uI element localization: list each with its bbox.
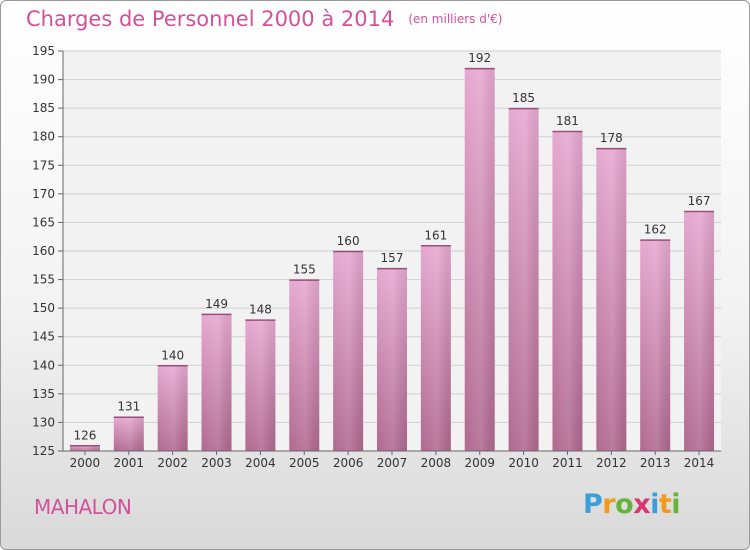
x-tick-label: 2011 bbox=[552, 456, 583, 470]
bar-shade-2003 bbox=[201, 313, 232, 451]
x-tick-label: 2002 bbox=[157, 456, 188, 470]
x-tick-label: 2000 bbox=[70, 456, 101, 470]
proxiti-logo: Proxiti bbox=[583, 489, 681, 520]
logo-letter: i bbox=[650, 489, 659, 520]
x-tick-label: 2007 bbox=[377, 456, 408, 470]
y-tick-label: 150 bbox=[32, 301, 55, 315]
chart-title: Charges de Personnel 2000 à 2014 (en mill… bbox=[26, 7, 502, 31]
x-tick-label: 2006 bbox=[333, 456, 364, 470]
y-tick-label: 180 bbox=[32, 130, 55, 144]
bar-shade-2011 bbox=[552, 131, 583, 451]
y-tick-label: 190 bbox=[32, 73, 55, 87]
chart-subtitle: (en milliers d'€) bbox=[408, 12, 503, 26]
y-tick-label: 140 bbox=[32, 358, 55, 372]
bar-shade-2007 bbox=[377, 268, 407, 451]
x-tick-label: 2012 bbox=[596, 456, 627, 470]
x-tick-label: 2009 bbox=[464, 456, 495, 470]
x-tick-label: 2013 bbox=[640, 456, 671, 470]
bar-shade-2004 bbox=[245, 319, 276, 451]
bar-shade-2000 bbox=[69, 445, 100, 451]
data-label: 140 bbox=[161, 348, 184, 362]
data-label: 126 bbox=[73, 428, 96, 442]
bar-shade-2005 bbox=[289, 279, 320, 451]
x-tick-label: 2001 bbox=[114, 456, 145, 470]
data-label: 148 bbox=[249, 303, 272, 317]
data-label: 160 bbox=[337, 234, 360, 248]
bar-shade-2006 bbox=[333, 251, 364, 451]
data-label: 131 bbox=[117, 400, 140, 414]
data-label: 155 bbox=[293, 263, 316, 277]
bar-shade-2009 bbox=[464, 68, 495, 452]
bar-shade-2014 bbox=[684, 211, 715, 451]
commune-name: MAHALON bbox=[34, 495, 132, 519]
x-tick-label: 2014 bbox=[684, 456, 715, 470]
logo-letter: P bbox=[583, 489, 603, 520]
bar-shade-2001 bbox=[113, 416, 144, 451]
y-tick-label: 170 bbox=[32, 187, 55, 201]
x-tick-label: 2008 bbox=[421, 456, 452, 470]
y-tick-label: 185 bbox=[32, 101, 55, 115]
data-label: 185 bbox=[512, 91, 535, 105]
x-tick-label: 2004 bbox=[245, 456, 276, 470]
x-tick-label: 2003 bbox=[201, 456, 232, 470]
logo-letter: x bbox=[633, 489, 651, 520]
data-label: 149 bbox=[205, 297, 228, 311]
y-tick-label: 160 bbox=[32, 244, 55, 258]
x-tick-label: 2010 bbox=[508, 456, 539, 470]
bar-shade-2010 bbox=[508, 108, 539, 452]
y-tick-label: 135 bbox=[32, 387, 55, 401]
data-label: 161 bbox=[424, 228, 447, 242]
y-tick-label: 155 bbox=[32, 273, 55, 287]
x-tick-label: 2005 bbox=[289, 456, 320, 470]
y-tick-label: 125 bbox=[32, 444, 55, 458]
data-label: 167 bbox=[688, 194, 711, 208]
bar-shade-2008 bbox=[420, 245, 451, 451]
data-label: 157 bbox=[381, 251, 404, 265]
logo-letter: i bbox=[671, 489, 681, 520]
bar-shade-2002 bbox=[157, 365, 188, 451]
logo-letter: r bbox=[602, 489, 616, 520]
logo-letter: t bbox=[658, 489, 672, 520]
bar-shade-2012 bbox=[596, 148, 627, 451]
chart-title-text: Charges de Personnel 2000 à 2014 bbox=[26, 7, 395, 31]
y-tick-label: 145 bbox=[32, 330, 55, 344]
data-label: 192 bbox=[468, 51, 491, 65]
data-label: 181 bbox=[556, 114, 579, 128]
y-tick-label: 130 bbox=[32, 415, 55, 429]
data-label: 162 bbox=[644, 223, 667, 237]
y-tick-label: 165 bbox=[32, 215, 55, 229]
y-tick-label: 195 bbox=[32, 44, 55, 58]
data-label: 178 bbox=[600, 131, 623, 145]
bar-shade-2013 bbox=[640, 239, 671, 451]
logo-letter: o bbox=[615, 489, 634, 520]
y-tick-label: 175 bbox=[32, 158, 55, 172]
